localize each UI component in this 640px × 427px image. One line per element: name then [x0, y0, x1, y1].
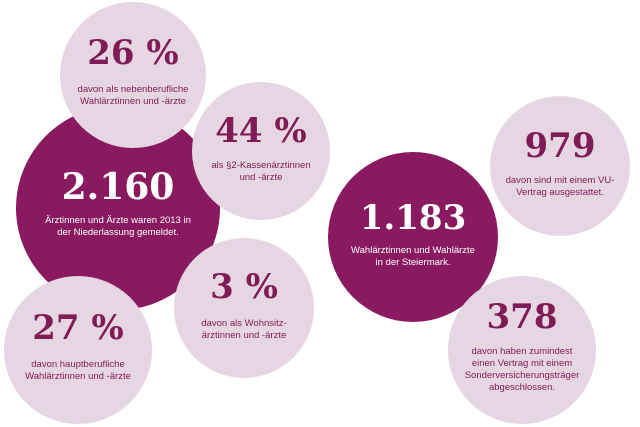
caption-378: davon haben zumindest einen Vertrag mit …: [464, 346, 580, 393]
bubble-27-percent: 27 % davon hauptberufliche Wahlärztinnen…: [4, 276, 152, 424]
value-378: 378: [486, 297, 558, 338]
value-26-percent: 26 %: [87, 33, 179, 74]
value-1183: 1.183: [359, 198, 467, 239]
caption-3-percent: davon als Wohnsitz-ärztinnen und -ärzte: [201, 318, 287, 341]
bubble-3-percent: 3 % davon als Wohnsitz-ärztinnen und -är…: [174, 238, 314, 378]
caption-1183: Wahlärztinnen und Wahlärzte in der Steie…: [351, 245, 475, 268]
bubble-378: 378 davon haben zumindest einen Vertrag …: [448, 276, 596, 424]
bubble-26-percent: 26 % davon als nebenberufliche Wahlärzti…: [60, 2, 206, 148]
caption-2160: Ärztinnen und Ärzte waren 2013 in der Ni…: [45, 215, 191, 238]
caption-26-percent: davon als nebenberufliche Wahlärztinnen …: [77, 84, 189, 107]
value-44-percent: 44 %: [215, 111, 307, 152]
bubble-44-percent: 44 % als §2-Kassenärztinnen und -ärzte: [192, 82, 330, 220]
value-979: 979: [524, 126, 596, 167]
bubble-1183-private-doctors: 1.183 Wahlärztinnen und Wahlärzte in der…: [328, 152, 498, 322]
bubble-979: 979 davon sind mit einem VU-Vertrag ausg…: [490, 96, 630, 236]
caption-979: davon sind mit einem VU-Vertrag ausgesta…: [505, 175, 615, 198]
value-3-percent: 3 %: [210, 267, 278, 308]
caption-44-percent: als §2-Kassenärztinnen und -ärzte: [211, 160, 311, 183]
value-27-percent: 27 %: [32, 308, 124, 349]
caption-27-percent: davon hauptberufliche Wahlärztinnen und …: [25, 359, 131, 382]
value-2160: 2.160: [61, 166, 175, 209]
